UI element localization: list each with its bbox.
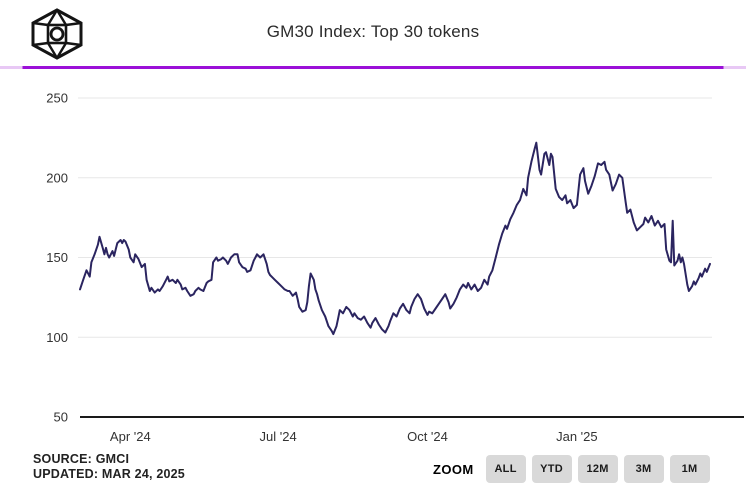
accent-divider (0, 66, 746, 69)
source-label: SOURCE: GMCI (33, 452, 130, 466)
zoom-button-ytd[interactable]: YTD (531, 455, 572, 483)
x-tick-label: Oct '24 (407, 429, 448, 444)
x-tick-label: Jul '24 (260, 429, 297, 444)
y-tick-label: 100 (46, 330, 68, 345)
series-line-gm30-index[interactable] (79, 141, 711, 336)
page-title: GM30 Index: Top 30 tokens (266, 22, 480, 41)
x-tick-label: Apr '24 (110, 429, 151, 444)
gmci-cube-logo-icon (29, 8, 85, 60)
zoom-button-all[interactable]: ALL (485, 455, 526, 483)
y-tick-label: 250 (46, 91, 68, 106)
updated-label: UPDATED: MAR 24, 2025 (33, 467, 185, 481)
zoom-label: ZOOM (433, 461, 474, 477)
zoom-button-3m[interactable]: 3M (623, 455, 664, 483)
y-tick-label: 150 (46, 250, 68, 265)
y-tick-label: 200 (46, 170, 68, 185)
x-tick-label: Jan '25 (556, 429, 598, 444)
source-attribution: SOURCE: GMCI UPDATED: MAR 24, 2025 (33, 452, 185, 482)
index-line-chart: 250 200 150 100 50 Apr '24 Jul '24 Oct '24 Jan '… (46, 91, 744, 444)
zoom-controls: ZOOM ALL YTD 12M 3M 1M (433, 455, 710, 483)
zoom-buttons: ALL YTD 12M 3M 1M (485, 455, 710, 483)
y-tick-label: 50 (54, 410, 68, 425)
zoom-button-1m[interactable]: 1M (669, 455, 710, 483)
zoom-button-12m[interactable]: 12M (577, 455, 618, 483)
